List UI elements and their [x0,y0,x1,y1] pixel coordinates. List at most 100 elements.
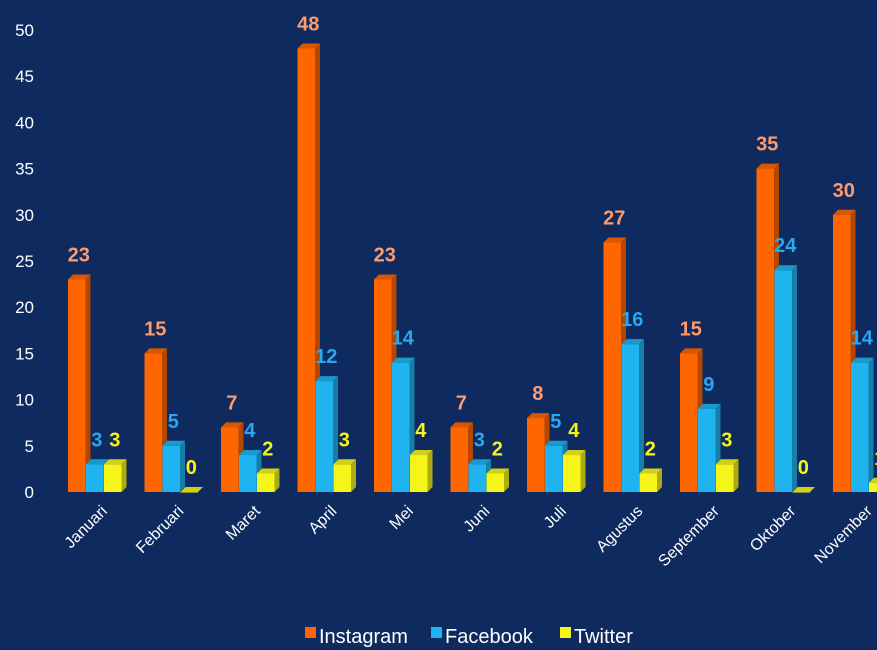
y-tick-label: 40 [15,113,34,132]
bar-top [104,459,127,465]
bar [86,464,104,492]
legend: Instagram Facebook Twitter [305,626,633,648]
bar [297,48,315,492]
data-label: 4 [244,420,256,442]
y-tick-label: 10 [15,391,34,410]
bar-twitter-januari [104,459,127,492]
bar-top [180,487,203,492]
y-tick-label: 50 [15,21,34,40]
bar-twitter-juni [486,468,509,492]
legend-swatch [431,627,442,638]
data-label: 5 [550,411,561,433]
bar-twitter-april [333,459,356,492]
bar-top [851,357,874,363]
legend-item-twitter: Twitter [560,626,633,648]
data-label: 9 [703,374,714,396]
y-tick-label: 5 [25,437,34,456]
bar [527,418,545,492]
bar-side [657,468,662,492]
bar-top [315,376,338,382]
bar [639,473,657,492]
bar-side [121,459,127,492]
bar [774,270,792,492]
data-label: 1 [874,448,877,470]
bar [792,492,810,493]
bar-side [868,357,874,492]
bar-top [162,440,185,446]
bar [374,279,392,492]
data-label: 2 [645,439,656,461]
bar [239,455,257,492]
data-label: 4 [568,420,580,442]
bar-top [603,237,626,243]
bar-facebook-november [851,357,874,492]
bar-top [563,450,586,456]
data-label: 3 [91,429,102,451]
data-label: 5 [168,411,179,433]
x-tick-label: Januari [62,503,111,552]
bar-side [85,274,91,492]
data-label: 14 [851,328,874,350]
data-label: 7 [226,392,237,414]
bar [221,427,239,492]
bar [563,455,581,492]
bar-top [716,459,739,465]
bar-side [351,459,356,492]
bar-top [392,357,415,363]
data-label: 23 [68,244,90,266]
bar [315,381,333,492]
data-label: 3 [721,429,732,451]
legend-swatch [560,627,571,638]
data-label: 8 [532,383,543,405]
data-label: 4 [415,420,427,442]
bar-instagram-januari [68,274,91,492]
bar-top [774,265,797,271]
data-label: 7 [456,392,467,414]
bar [68,279,86,492]
bar-side [639,339,644,492]
bar-twitter-september [716,459,739,492]
x-tick-label: Juni [461,503,494,536]
data-label: 35 [756,134,778,156]
bar [486,473,504,492]
bar [180,492,198,493]
bar-side [274,468,280,492]
y-tick-label: 15 [15,344,34,363]
bar-top [257,468,280,474]
bar [621,344,639,492]
data-label: 0 [186,457,197,479]
x-tick-label: Mei [387,503,417,533]
bar-instagram-april [297,43,320,492]
data-label: 3 [474,429,485,451]
data-label: 2 [262,439,273,461]
bar-top [680,348,703,354]
bar-twitter-oktober [792,487,815,493]
bar-twitter-maret [257,468,280,492]
bar-top [144,348,167,354]
y-tick-label: 0 [25,483,34,502]
legend-item-facebook: Facebook [431,626,534,648]
x-tick-label: November [812,502,877,567]
bar-top [239,450,262,456]
bar-facebook-oktober [774,265,797,492]
data-label: 24 [774,235,797,257]
bar [680,353,698,492]
y-axis: 0 5 10 15 20 25 30 35 40 45 50 [15,21,34,502]
data-label: 15 [680,318,702,340]
x-axis: Januari Februari Maret April Mei Juni Juli Agus… [62,502,877,570]
bar-top [468,459,491,465]
bar-top [833,209,856,215]
bar-side [733,459,739,492]
bar-top [221,422,244,428]
bar [869,482,877,492]
legend-label: Instagram [319,626,408,648]
bar-top [410,450,433,456]
bar-twitter-agustus [639,468,662,492]
bar-twitter-juli [563,450,586,492]
data-label: 15 [144,318,166,340]
bar [833,214,851,493]
bar [468,464,486,492]
